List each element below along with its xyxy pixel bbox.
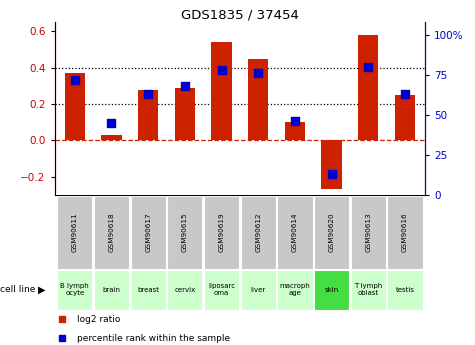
Text: GSM90616: GSM90616 <box>402 212 408 252</box>
Point <box>291 119 299 124</box>
Text: GSM90611: GSM90611 <box>72 212 78 252</box>
Point <box>108 120 115 126</box>
Bar <box>351 270 386 310</box>
Text: ▶: ▶ <box>38 285 45 295</box>
Bar <box>101 135 122 140</box>
Text: cell line: cell line <box>0 285 36 294</box>
Bar <box>395 95 415 140</box>
Text: GSM90614: GSM90614 <box>292 212 298 252</box>
Bar <box>211 42 232 140</box>
Bar <box>277 196 313 269</box>
Bar <box>65 73 85 140</box>
Point <box>328 171 335 177</box>
Bar <box>314 270 349 310</box>
Bar <box>167 196 202 269</box>
Bar <box>131 270 166 310</box>
Bar <box>57 196 93 269</box>
Point <box>255 71 262 76</box>
Bar <box>138 90 158 140</box>
Point <box>144 91 152 97</box>
Point <box>364 65 372 70</box>
Bar <box>57 270 93 310</box>
Text: T lymph
oblast: T lymph oblast <box>354 283 382 296</box>
Text: GSM90620: GSM90620 <box>329 212 334 252</box>
Bar <box>387 196 423 269</box>
Bar <box>351 196 386 269</box>
Text: GSM90615: GSM90615 <box>182 212 188 252</box>
Bar <box>131 196 166 269</box>
Text: GSM90613: GSM90613 <box>365 212 371 252</box>
Bar <box>241 270 276 310</box>
Text: GSM90619: GSM90619 <box>218 212 225 252</box>
Bar <box>314 196 349 269</box>
Bar <box>248 59 268 140</box>
Text: breast: breast <box>137 287 159 293</box>
Bar <box>94 196 129 269</box>
Text: skin: skin <box>324 287 339 293</box>
Title: GDS1835 / 37454: GDS1835 / 37454 <box>181 8 299 21</box>
Bar <box>285 122 305 140</box>
Text: GSM90618: GSM90618 <box>108 212 114 252</box>
Text: GSM90612: GSM90612 <box>255 212 261 252</box>
Text: brain: brain <box>103 287 121 293</box>
Text: cervix: cervix <box>174 287 196 293</box>
Text: testis: testis <box>396 287 415 293</box>
Bar <box>167 270 202 310</box>
Bar <box>322 140 342 189</box>
Point <box>181 83 189 89</box>
Text: GSM90617: GSM90617 <box>145 212 151 252</box>
Bar <box>94 270 129 310</box>
Text: percentile rank within the sample: percentile rank within the sample <box>77 334 230 343</box>
Text: macroph
age: macroph age <box>279 283 310 296</box>
Point <box>71 77 78 83</box>
Text: B lymph
ocyte: B lymph ocyte <box>60 283 89 296</box>
Text: log2 ratio: log2 ratio <box>77 315 120 324</box>
Bar <box>204 196 239 269</box>
Point <box>218 68 225 73</box>
Bar <box>204 270 239 310</box>
Text: liver: liver <box>251 287 266 293</box>
Text: liposarc
oma: liposarc oma <box>208 283 235 296</box>
Bar <box>175 88 195 140</box>
Bar <box>241 196 276 269</box>
Bar <box>358 35 379 140</box>
Point <box>401 91 409 97</box>
Bar <box>387 270 423 310</box>
Bar <box>277 270 313 310</box>
